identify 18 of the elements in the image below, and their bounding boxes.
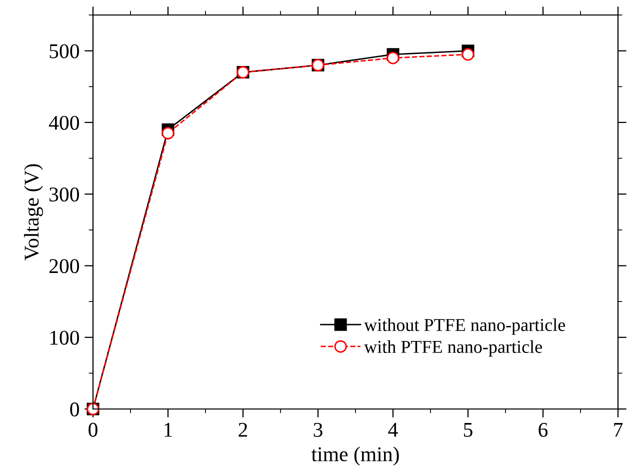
x-tick-label: 0 [88, 422, 98, 437]
legend-label: with PTFE nano-particle [364, 340, 542, 357]
legend-label: without PTFE nano-particle [364, 318, 566, 335]
x-tick-label: 6 [538, 422, 548, 437]
x-tick-label: 1 [164, 422, 172, 437]
y-tick-label: 400 [48, 116, 80, 130]
y-tick-label: 500 [50, 44, 80, 58]
y-axis-title: Voltage (V) [24, 164, 43, 260]
x-tick-label: 5 [464, 423, 472, 437]
x-tick-label: 4 [388, 422, 398, 437]
y-tick-label: 200 [49, 259, 80, 274]
x-tick-label: 2 [238, 422, 248, 437]
x-tick-label: 3 [314, 422, 322, 437]
y-tick-label: 100 [50, 330, 80, 345]
x-axis-title: time (min) [311, 446, 399, 466]
y-tick-label: 300 [50, 187, 80, 202]
x-tick-label: 7 [614, 423, 623, 437]
y-tick-label: 0 [70, 402, 80, 416]
